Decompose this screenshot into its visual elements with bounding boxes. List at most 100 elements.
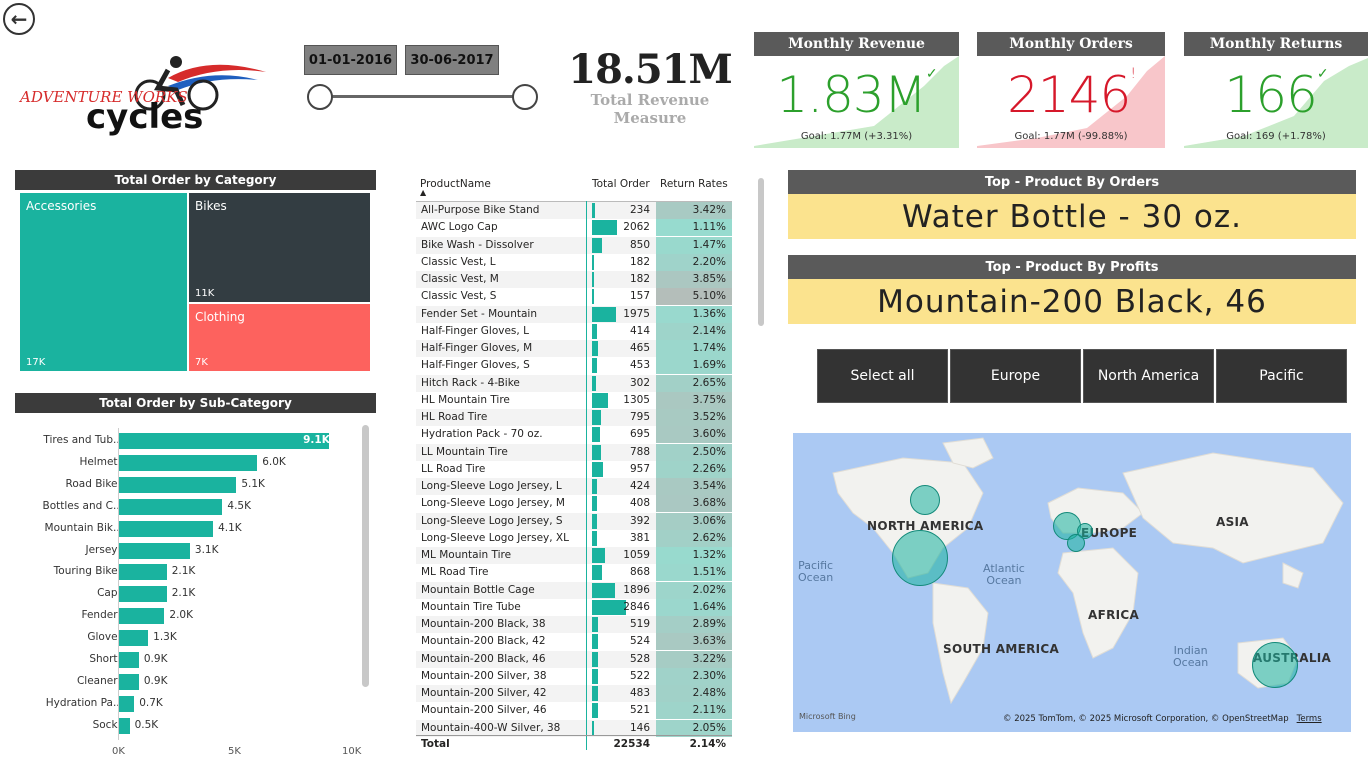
table-row[interactable]: ML Road Tire 868 1.51% xyxy=(416,564,732,582)
table-row[interactable]: Long-Sleeve Logo Jersey, M 408 3.68% xyxy=(416,495,732,513)
bar-row[interactable]: Cleaners 0.9K xyxy=(15,671,375,693)
table-row[interactable]: Mountain Bottle Cage 1896 2.02% xyxy=(416,581,732,599)
bar-row[interactable]: Caps 2.1K xyxy=(15,583,375,605)
bar[interactable] xyxy=(118,630,149,647)
bar[interactable] xyxy=(118,542,190,559)
bar[interactable] xyxy=(118,695,135,712)
table-row[interactable]: Bike Wash - Dissolver 850 1.47% xyxy=(416,236,732,254)
back-arrow-icon[interactable]: ← xyxy=(3,3,35,35)
bar-row[interactable]: Mountain Bik... 4.1K xyxy=(15,518,375,540)
table-row[interactable]: Mountain-200 Silver, 42 483 2.48% xyxy=(416,685,732,703)
product-name: Fender Set - Mountain xyxy=(421,307,537,320)
column-header-product[interactable]: ProductName xyxy=(420,178,491,190)
region-pacific-button[interactable]: Pacific xyxy=(1216,349,1347,403)
table-row[interactable]: Hydration Pack - 70 oz. 695 3.60% xyxy=(416,426,732,444)
order-bar xyxy=(592,358,598,374)
table-row[interactable]: LL Road Tire 957 2.26% xyxy=(416,460,732,478)
table-row[interactable]: Half-Finger Gloves, S 453 1.69% xyxy=(416,357,732,375)
map-bubble[interactable] xyxy=(1252,642,1298,688)
bar[interactable] xyxy=(118,608,165,625)
start-date-input[interactable]: 01-01-2016 xyxy=(304,45,397,75)
bar-row[interactable]: Shorts 0.9K xyxy=(15,649,375,671)
table-row[interactable]: Mountain-200 Silver, 38 522 2.30% xyxy=(416,667,732,685)
date-slider-start-handle[interactable] xyxy=(307,84,333,110)
kpi-goal: Goal: 169 (+1.78%) xyxy=(1226,131,1326,142)
bar-row[interactable]: Socks 0.5K xyxy=(15,715,375,737)
bar[interactable] xyxy=(118,717,130,734)
table-row[interactable]: Mountain-200 Black, 42 524 3.63% xyxy=(416,633,732,651)
bar-row[interactable]: Road Bikes 5.1K xyxy=(15,474,375,496)
total-order: 850 xyxy=(629,238,650,251)
bar-row[interactable]: Tires and Tub... 9.1K xyxy=(15,430,375,452)
table-row[interactable]: Classic Vest, L 182 2.20% xyxy=(416,253,732,271)
bar-label: Shorts xyxy=(89,653,123,665)
region-select-all-button[interactable]: Select all xyxy=(817,349,948,403)
table-row[interactable]: AWC Logo Cap 2062 1.11% xyxy=(416,219,732,237)
date-slider-end-handle[interactable] xyxy=(512,84,538,110)
bar[interactable] xyxy=(118,520,214,537)
region-europe-button[interactable]: Europe xyxy=(950,349,1081,403)
bar-value: 2.1K xyxy=(171,587,196,600)
table-row[interactable]: Classic Vest, M 182 3.85% xyxy=(416,271,732,289)
sales-map[interactable]: NORTH AMERICA EUROPE ASIA AFRICA SOUTH A… xyxy=(793,433,1351,732)
bar-row[interactable]: Bottles and C... 4.5K xyxy=(15,496,375,518)
bar[interactable] xyxy=(118,586,167,603)
table-row[interactable]: Hitch Rack - 4-Bike 302 2.65% xyxy=(416,374,732,392)
table-row[interactable]: Half-Finger Gloves, M 465 1.74% xyxy=(416,340,732,358)
table-row[interactable]: Fender Set - Mountain 1975 1.36% xyxy=(416,305,732,323)
treemap-bikes[interactable]: Bikes 11K xyxy=(189,193,370,302)
date-slider-track[interactable] xyxy=(320,95,526,98)
bar[interactable] xyxy=(118,564,167,581)
table-row[interactable]: Classic Vest, S 157 5.10% xyxy=(416,288,732,306)
total-order: 2846 xyxy=(623,600,650,613)
map-bubble[interactable] xyxy=(910,485,940,515)
table-row[interactable]: Long-Sleeve Logo Jersey, XL 381 2.62% xyxy=(416,529,732,547)
bar-value: 5.1K xyxy=(241,477,265,490)
table-row[interactable]: Half-Finger Gloves, L 414 2.14% xyxy=(416,322,732,340)
bar-row[interactable]: Fenders 2.0K xyxy=(15,605,375,627)
table-scrollbar[interactable] xyxy=(758,178,764,326)
column-header-total-order[interactable]: Total Order xyxy=(592,178,650,190)
table-row[interactable]: HL Mountain Tire 1305 3.75% xyxy=(416,391,732,409)
map-terms-link[interactable]: Terms xyxy=(1296,714,1322,724)
region-north-america-button[interactable]: North America xyxy=(1083,349,1214,403)
bar[interactable] xyxy=(118,454,258,471)
bar-row[interactable]: Jerseys 3.1K xyxy=(15,540,375,562)
table-row[interactable]: LL Mountain Tire 788 2.50% xyxy=(416,443,732,461)
return-rate: 3.75% xyxy=(656,391,732,409)
column-header-return-rates[interactable]: Return Rates xyxy=(660,178,728,190)
bar-label: Caps xyxy=(97,587,123,600)
map-bubble[interactable] xyxy=(1067,534,1085,552)
product-name: Half-Finger Gloves, M xyxy=(421,342,533,354)
table-row[interactable]: HL Road Tire 795 3.52% xyxy=(416,409,732,427)
table-row[interactable]: ML Mountain Tire 1059 1.32% xyxy=(416,547,732,565)
treemap-accessories[interactable]: Accessories 17K xyxy=(20,193,187,371)
bar-row[interactable]: Gloves 1.3K xyxy=(15,627,375,649)
subcategory-scrollbar[interactable] xyxy=(362,425,369,687)
bar[interactable] xyxy=(118,498,223,515)
kpi-value: 166 xyxy=(1224,66,1317,124)
axis-line xyxy=(118,428,119,740)
total-order: 795 xyxy=(629,411,650,423)
end-date-input[interactable]: 30-06-2017 xyxy=(405,45,499,75)
bar-row[interactable]: Hydration Pa... 0.7K xyxy=(15,693,375,715)
table-row[interactable]: Long-Sleeve Logo Jersey, S 392 3.06% xyxy=(416,512,732,530)
bar[interactable] xyxy=(118,433,330,449)
table-row[interactable]: Mountain-200 Silver, 46 521 2.11% xyxy=(416,702,732,720)
return-rate: 1.74% xyxy=(656,340,732,358)
table-row[interactable]: Mountain Tire Tube 2846 1.64% xyxy=(416,598,732,616)
treemap-clothing[interactable]: Clothing 7K xyxy=(189,304,370,371)
bar[interactable] xyxy=(118,652,139,668)
table-row[interactable]: Mountain-400-W Silver, 38 146 2.05% xyxy=(416,719,732,737)
order-bar xyxy=(592,461,604,477)
table-row[interactable]: Long-Sleeve Logo Jersey, L 424 3.54% xyxy=(416,478,732,496)
bar[interactable] xyxy=(118,673,139,690)
table-row[interactable]: All-Purpose Bike Stand 234 3.42% xyxy=(416,202,732,220)
bar-row[interactable]: Touring Bikes 2.1K xyxy=(15,561,375,583)
table-row[interactable]: Mountain-200 Black, 46 528 3.22% xyxy=(416,650,732,668)
map-bubble[interactable] xyxy=(892,530,948,586)
bar[interactable] xyxy=(118,476,237,493)
bar-row[interactable]: Helmets 6.0K xyxy=(15,452,375,474)
table-row[interactable]: Mountain-200 Black, 38 519 2.89% xyxy=(416,616,732,634)
order-bar xyxy=(592,548,605,563)
